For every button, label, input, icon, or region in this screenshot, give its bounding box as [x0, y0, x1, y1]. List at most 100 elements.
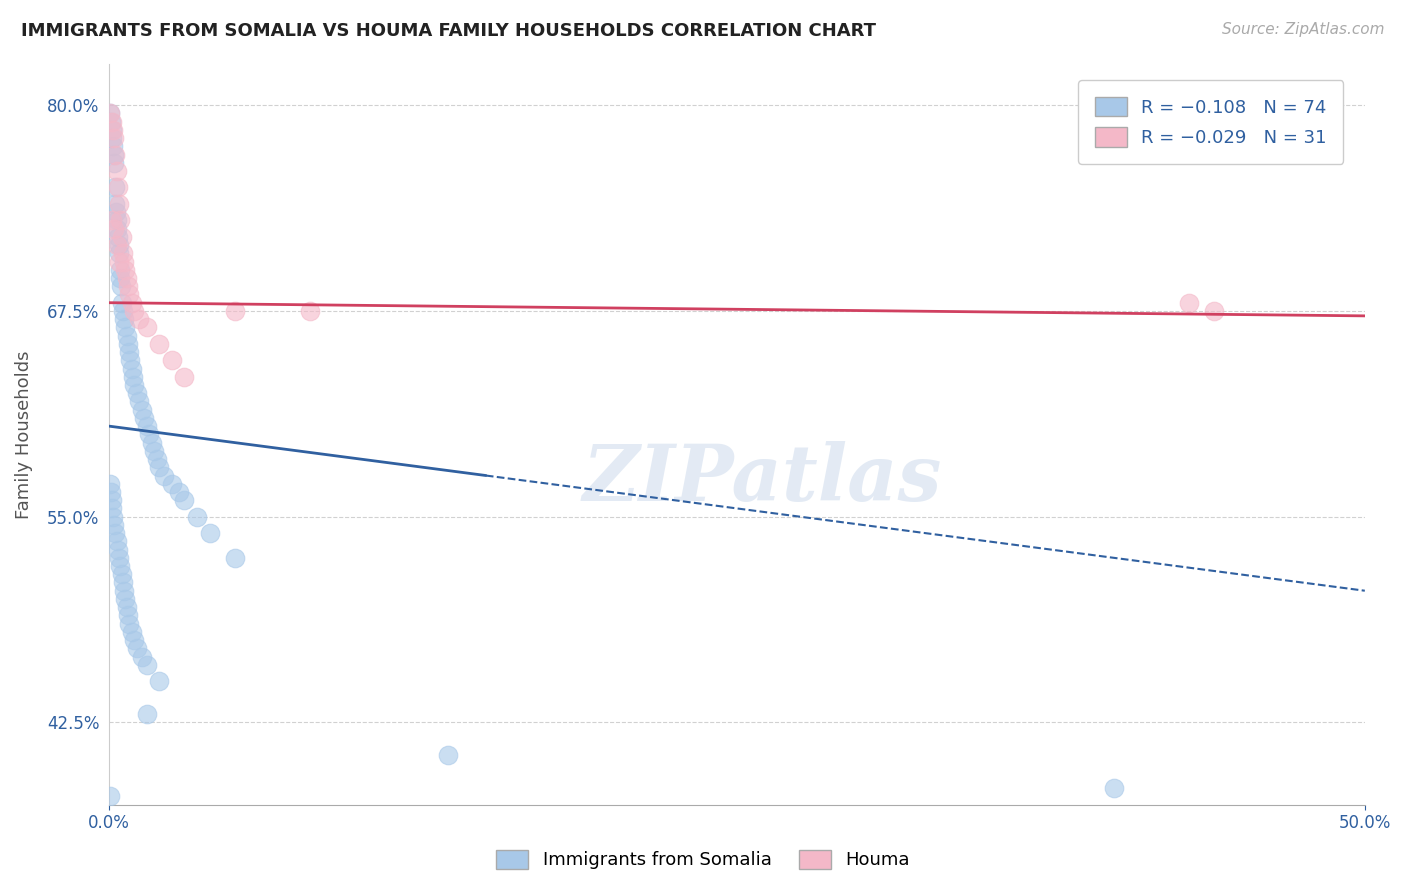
Point [148, 336, 170, 351]
Point [186, 509, 208, 524]
Point [108, 254, 131, 268]
Point [299, 304, 322, 318]
Point [110, 213, 132, 227]
Point [135, 657, 157, 672]
Point [160, 476, 183, 491]
Point [98, 789, 121, 804]
Point [107, 180, 129, 194]
Point [1204, 304, 1226, 318]
Point [121, 361, 143, 376]
Text: ZIPatlas: ZIPatlas [582, 441, 942, 517]
Point [135, 419, 157, 434]
Point [104, 526, 127, 541]
Point [100, 123, 122, 137]
Point [122, 633, 145, 648]
Point [103, 131, 125, 145]
Point [1178, 295, 1201, 310]
Point [114, 591, 136, 606]
Point [107, 238, 129, 252]
Point [110, 559, 132, 574]
Point [101, 509, 124, 524]
Point [111, 295, 134, 310]
Point [198, 526, 221, 541]
Point [111, 575, 134, 590]
Point [111, 567, 134, 582]
Point [121, 624, 143, 639]
Point [98, 106, 121, 120]
Point [131, 402, 153, 417]
Point [115, 271, 138, 285]
Text: IMMIGRANTS FROM SOMALIA VS HOUMA FAMILY HOUSEHOLDS CORRELATION CHART: IMMIGRANTS FROM SOMALIA VS HOUMA FAMILY … [21, 22, 876, 40]
Y-axis label: Family Households: Family Households [15, 351, 32, 518]
Point [100, 114, 122, 128]
Point [104, 180, 127, 194]
Point [118, 616, 141, 631]
Legend: Immigrants from Somalia, Houma: Immigrants from Somalia, Houma [486, 840, 920, 879]
Point [105, 213, 128, 227]
Point [101, 131, 124, 145]
Text: Source: ZipAtlas.com: Source: ZipAtlas.com [1222, 22, 1385, 37]
Point [128, 312, 150, 326]
Point [115, 600, 138, 615]
Point [437, 748, 460, 763]
Point [111, 246, 134, 260]
Point [169, 485, 191, 500]
Point [114, 262, 136, 277]
Point [122, 304, 145, 318]
Point [117, 608, 139, 623]
Point [98, 476, 121, 491]
Point [103, 147, 125, 161]
Point [111, 304, 134, 318]
Point [121, 295, 143, 310]
Point [117, 336, 139, 351]
Point [105, 238, 128, 252]
Point [100, 114, 122, 128]
Point [173, 369, 195, 384]
Point [125, 386, 148, 401]
Point [138, 427, 160, 442]
Point [108, 550, 131, 565]
Point [112, 312, 135, 326]
Point [112, 254, 135, 268]
Point [100, 213, 122, 227]
Point [135, 320, 157, 334]
Point [114, 320, 136, 334]
Point [110, 279, 132, 293]
Point [148, 674, 170, 689]
Point [103, 517, 125, 532]
Point [120, 353, 142, 368]
Point [143, 443, 166, 458]
Point [101, 501, 124, 516]
Point [135, 707, 157, 722]
Point [134, 411, 156, 425]
Point [122, 369, 145, 384]
Point [112, 583, 135, 598]
Point [104, 197, 127, 211]
Point [103, 156, 125, 170]
Point [173, 493, 195, 508]
Point [98, 106, 121, 120]
Point [110, 271, 132, 285]
Point [128, 394, 150, 409]
Point [108, 197, 131, 211]
Point [1102, 781, 1125, 796]
Point [103, 221, 125, 235]
Point [100, 485, 122, 500]
Point [224, 550, 246, 565]
Point [148, 460, 170, 475]
Point [118, 287, 141, 301]
Point [115, 328, 138, 343]
Point [101, 123, 124, 137]
Point [108, 246, 131, 260]
Point [146, 452, 169, 467]
Point [105, 164, 128, 178]
Point [105, 534, 128, 549]
Point [141, 435, 163, 450]
Point [111, 230, 134, 244]
Point [105, 221, 128, 235]
Point [118, 345, 141, 359]
Point [125, 641, 148, 656]
Point [107, 230, 129, 244]
Point [101, 139, 124, 153]
Point [131, 649, 153, 664]
